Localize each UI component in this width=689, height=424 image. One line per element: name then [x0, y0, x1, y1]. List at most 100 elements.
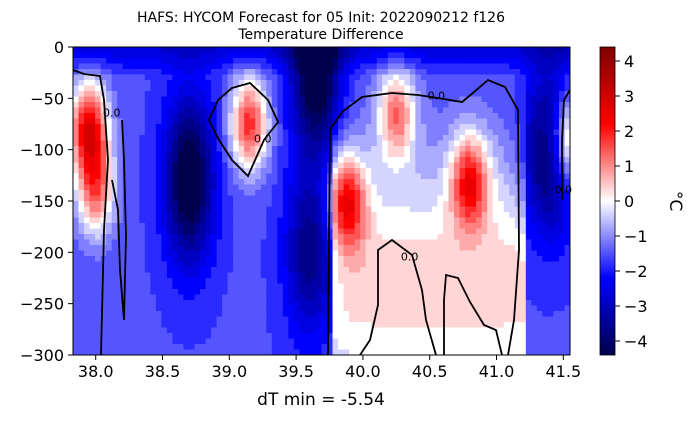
heat-cell — [304, 52, 312, 59]
heat-cell — [194, 311, 201, 318]
heat-cell — [216, 327, 223, 334]
heat-cell — [520, 256, 527, 263]
heat-cell — [249, 80, 256, 87]
heat-cell — [139, 283, 146, 290]
heat-cell — [503, 234, 510, 241]
heat-cell — [476, 349, 483, 355]
heat-cell — [194, 195, 201, 202]
heat-cell — [476, 201, 483, 208]
heat-cell — [465, 234, 472, 241]
heat-cell — [155, 278, 162, 285]
heat-cell — [144, 305, 151, 312]
heat-cell — [431, 47, 439, 54]
heat-cell — [498, 206, 505, 213]
heat-cell — [238, 85, 245, 92]
heat-cell — [293, 245, 301, 252]
heat-cell — [194, 179, 201, 186]
heat-cell — [437, 250, 444, 257]
heat-cell — [498, 311, 505, 318]
heat-cell — [238, 201, 245, 208]
heat-cell — [299, 113, 306, 120]
heat-cell — [304, 289, 312, 296]
heat-cell — [525, 146, 532, 153]
heat-cell — [465, 69, 472, 76]
heat-cell — [205, 272, 212, 279]
heat-cell — [514, 305, 521, 312]
heat-cell — [327, 85, 334, 92]
heat-cell — [166, 195, 173, 202]
heat-cell — [266, 250, 273, 257]
heat-cell — [238, 80, 245, 87]
heat-cell — [354, 322, 361, 329]
heat-cell — [525, 74, 532, 81]
heat-cell — [172, 316, 179, 323]
heat-cell — [376, 85, 383, 92]
heat-cell — [133, 206, 140, 213]
heat-cell — [382, 250, 389, 257]
heat-cell — [150, 278, 157, 285]
heat-cell — [310, 267, 317, 274]
heat-cell — [211, 135, 218, 142]
heat-cell — [360, 256, 367, 263]
heat-cell — [304, 74, 312, 81]
heat-cell — [332, 47, 339, 54]
heat-cell — [200, 118, 207, 125]
heat-cell — [404, 278, 411, 285]
heat-cell — [144, 140, 151, 147]
heat-cell — [211, 212, 218, 219]
heat-cell — [139, 168, 146, 175]
heat-cell — [244, 322, 251, 329]
heat-cell — [492, 195, 499, 202]
heat-cell — [139, 107, 146, 114]
heat-cell — [106, 322, 113, 329]
heat-cell — [177, 195, 185, 202]
heat-cell — [122, 74, 129, 81]
heat-cell — [426, 69, 433, 76]
heat-cell — [420, 327, 428, 334]
heat-cell — [117, 102, 124, 109]
heat-cell — [200, 69, 207, 76]
heat-cell — [161, 217, 168, 224]
heat-cell — [150, 349, 157, 355]
heat-cell — [260, 85, 267, 92]
heat-cell — [216, 195, 223, 202]
heat-cell — [194, 201, 201, 208]
heat-cell — [271, 206, 278, 213]
heat-cell — [233, 107, 240, 114]
heat-cell — [277, 239, 284, 246]
heat-cell — [266, 107, 273, 114]
heat-cell — [150, 91, 157, 98]
heat-cell — [293, 283, 301, 290]
heat-cell — [542, 113, 549, 120]
heat-cell — [183, 162, 190, 169]
heat-cell — [150, 333, 157, 340]
heat-cell — [465, 74, 472, 81]
heat-cell — [188, 239, 196, 246]
heat-cell — [117, 223, 124, 230]
heat-cell — [238, 267, 245, 274]
heat-cell — [536, 184, 543, 191]
heat-cell — [442, 300, 450, 307]
heat-cell — [244, 58, 251, 65]
heat-cell — [216, 250, 223, 257]
heat-cell — [509, 173, 516, 180]
heat-cell — [271, 333, 278, 340]
heat-cell — [177, 124, 185, 131]
heat-cell — [277, 80, 284, 87]
heat-cell — [260, 349, 267, 355]
heat-cell — [382, 129, 389, 136]
heat-cell — [288, 135, 295, 142]
heat-cell — [338, 146, 345, 153]
heat-cell — [349, 223, 356, 230]
heat-cell — [371, 267, 378, 274]
heat-cell — [349, 344, 356, 351]
heat-cell — [409, 107, 416, 114]
heat-cell — [536, 300, 543, 307]
heat-cell — [238, 239, 245, 246]
heat-cell — [194, 212, 201, 219]
heat-cell — [525, 107, 532, 114]
heat-cell — [277, 316, 284, 323]
heat-cell — [233, 190, 240, 197]
heat-cell — [376, 135, 383, 142]
heat-cell — [520, 135, 527, 142]
